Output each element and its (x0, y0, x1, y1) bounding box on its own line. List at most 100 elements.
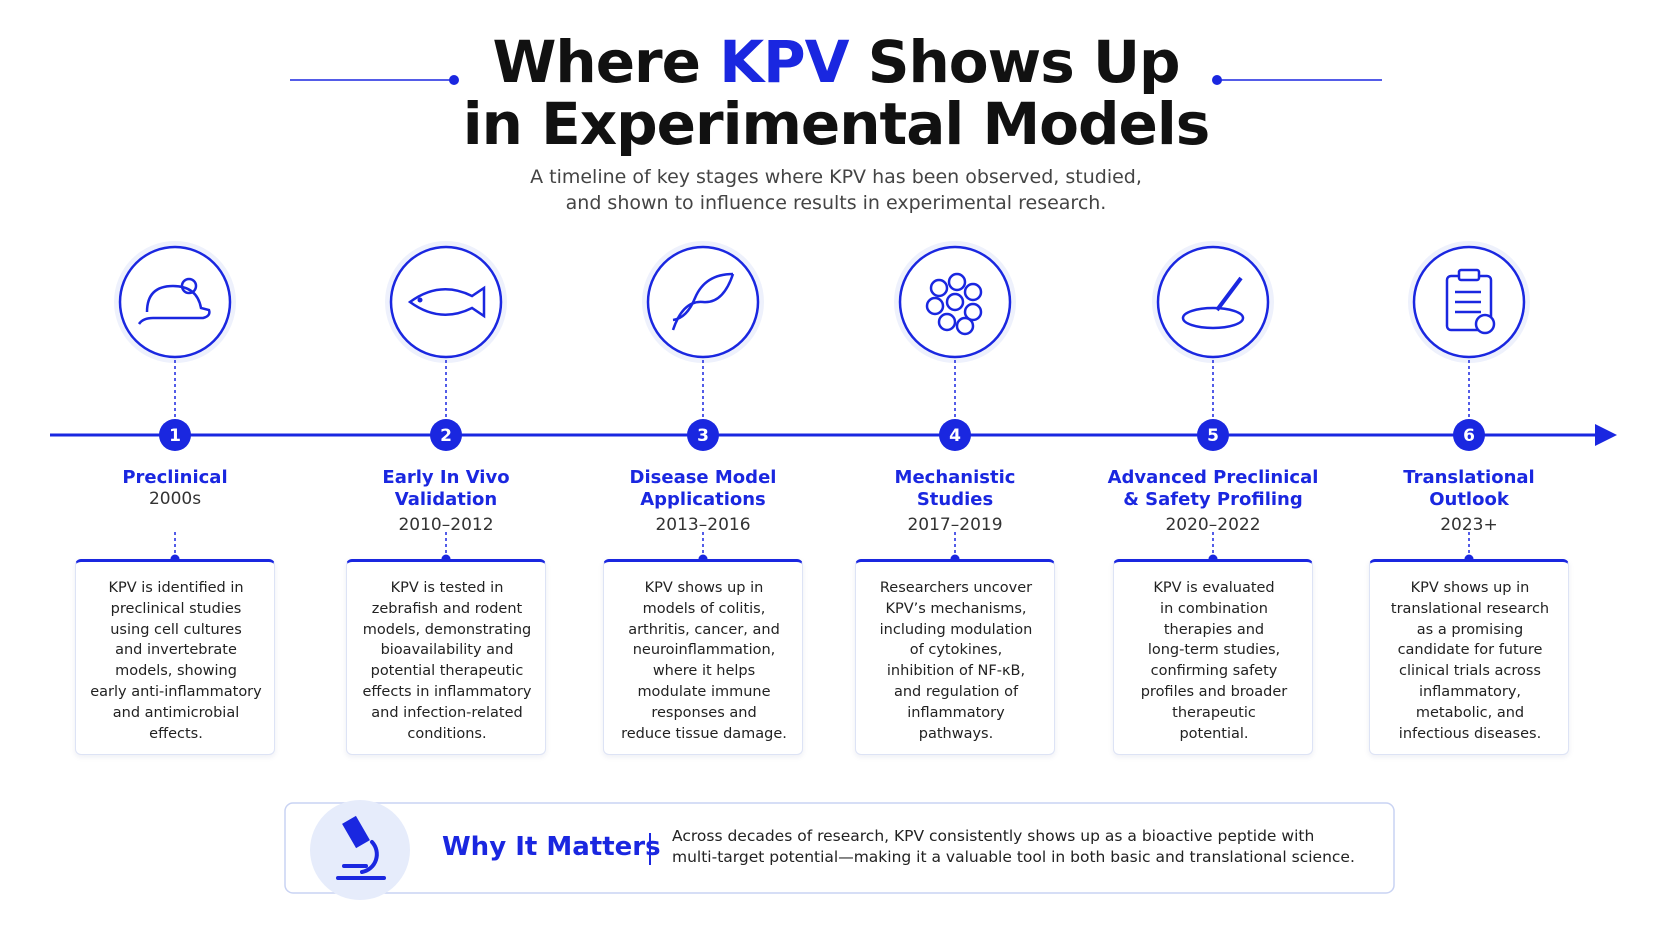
card-line: KPV’s mechanisms, (885, 600, 1027, 617)
stage-card: KPV is identified in preclinical studies u… (75, 559, 275, 755)
footer-icon-bg (310, 800, 410, 900)
stage-title: Disease Model (629, 467, 777, 488)
title-line: in Experimental Models (462, 90, 1211, 158)
card-line: therapies and (1163, 621, 1265, 638)
stage-period: 2020–2022 (1165, 515, 1261, 535)
step-number: 1 (169, 426, 181, 446)
step-number: 3 (697, 426, 709, 446)
step-number: 5 (1207, 426, 1219, 446)
icon-part (180, 277, 198, 295)
icon-part (137, 284, 211, 325)
card-text: KPV shows up in models of colitis, arthrit… (604, 562, 802, 744)
stage-card: Researchers uncover KPV’s mechanisms, incl… (855, 559, 1055, 755)
card-line: clinical trials across (1399, 663, 1541, 680)
footer-text: Across decades of research, KPV consiste… (672, 826, 1355, 868)
title-dot (1212, 75, 1222, 85)
stage-card: KPV is evaluated in combination therapies … (1113, 559, 1313, 755)
card-text: KPV is identified in preclinical studies u… (76, 562, 274, 744)
card-line: in combination (1160, 600, 1268, 617)
title-part: Where (492, 28, 701, 96)
stage-title: Outlook (1429, 489, 1509, 510)
stage-heading: Mechanistic Studies 2017–2019 (825, 467, 1085, 535)
stage-icon (1181, 276, 1245, 330)
stage-icon (925, 272, 983, 336)
card-line: metabolic, and (1415, 704, 1525, 721)
card-line: infectious diseases. (1398, 725, 1542, 742)
card-line: arthritis, cancer, and (628, 621, 780, 638)
card-line: early anti-inflammatory (90, 683, 262, 700)
icon-part (1474, 313, 1496, 335)
step-number: 6 (1463, 426, 1475, 446)
icon-part (937, 312, 957, 332)
card-line: models, showing (115, 663, 237, 680)
title-highlight: KPV (719, 28, 849, 96)
card-line: and regulation of (893, 683, 1019, 700)
card-line: and antimicrobial (112, 704, 240, 721)
card-line: preclinical studies (110, 600, 242, 617)
card-line: potential therapeutic (370, 663, 524, 680)
icon-part (947, 272, 967, 292)
subtitle: and shown to influence results in experi… (565, 192, 1107, 214)
step-marker (430, 419, 462, 451)
card-line: reduce tissue damage. (621, 725, 787, 742)
card-line: long-term studies, (1147, 642, 1281, 659)
card-line: and infection-related (371, 704, 523, 721)
stage-icon (1445, 268, 1496, 335)
card-line: KPV is identified in (108, 580, 244, 596)
card-line: translational research (1390, 600, 1550, 617)
icon-part (1215, 276, 1243, 312)
step-number: 4 (949, 426, 961, 446)
stage-period: 2010–2012 (398, 515, 494, 535)
card-line: therapeutic (1172, 704, 1256, 721)
stage-icon (671, 272, 735, 331)
icon-part (963, 302, 983, 322)
footer-line: Across decades of research, KPV consiste… (672, 827, 1315, 845)
card-line: KPV shows up in (644, 580, 764, 596)
card-line: modulate immune (637, 683, 771, 700)
card-line: conditions. (407, 725, 487, 742)
icon-part (671, 273, 735, 331)
card-line: profiles and broader (1140, 683, 1288, 700)
card-text: KPV is evaluated in combination therapies … (1114, 562, 1312, 744)
card-line: Researchers uncover (879, 580, 1033, 596)
card-line: confirming safety (1150, 663, 1278, 680)
stage-icon (137, 277, 211, 325)
stage-period: 2017–2019 (907, 515, 1003, 535)
step-number: 2 (440, 426, 452, 446)
card-line: models, demonstrating (362, 621, 532, 638)
icon-part (925, 296, 945, 316)
icon-part (929, 278, 949, 298)
step-marker (159, 419, 191, 451)
stage-card: KPV is tested in zebrafish and rodent mode… (346, 559, 546, 755)
icon-circle (118, 245, 232, 359)
icon-circle (389, 245, 503, 359)
footer-line: multi-target potential—making it a valua… (672, 848, 1355, 866)
stage-card: KPV shows up in translational research as … (1369, 559, 1569, 755)
stage-title: Applications (640, 489, 766, 510)
card-line: inflammatory, (1418, 683, 1522, 700)
icon-part (407, 285, 486, 319)
card-line: as a promising (1416, 621, 1524, 638)
card-line: KPV is tested in (390, 580, 504, 596)
card-line: inflammatory (907, 704, 1005, 721)
card-line: and invertebrate (115, 642, 237, 659)
card-text: KPV is tested in zebrafish and rodent mode… (347, 562, 545, 744)
stage-card: KPV shows up in models of colitis, arthrit… (603, 559, 803, 755)
stage-heading: Advanced Preclinical & Safety Profiling 20… (1083, 467, 1343, 535)
title-part: Shows Up (867, 28, 1181, 96)
card-line: zebrafish and rodent (371, 600, 523, 617)
stage-title: Preclinical (122, 467, 228, 488)
stage-period: 2000s (148, 489, 202, 509)
card-text: KPV shows up in translational research as … (1370, 562, 1568, 744)
card-line: models of colitis, (642, 600, 766, 617)
footer-box (284, 802, 1395, 894)
step-marker (687, 419, 719, 451)
stage-heading: Translational Outlook 2023+ (1339, 467, 1599, 535)
icon-circle (898, 245, 1012, 359)
icon-part (1181, 306, 1245, 330)
card-line: inhibition of NF-κB, (886, 663, 1026, 680)
title-dot (449, 75, 459, 85)
step-marker (1453, 419, 1485, 451)
icon-part (955, 316, 975, 336)
